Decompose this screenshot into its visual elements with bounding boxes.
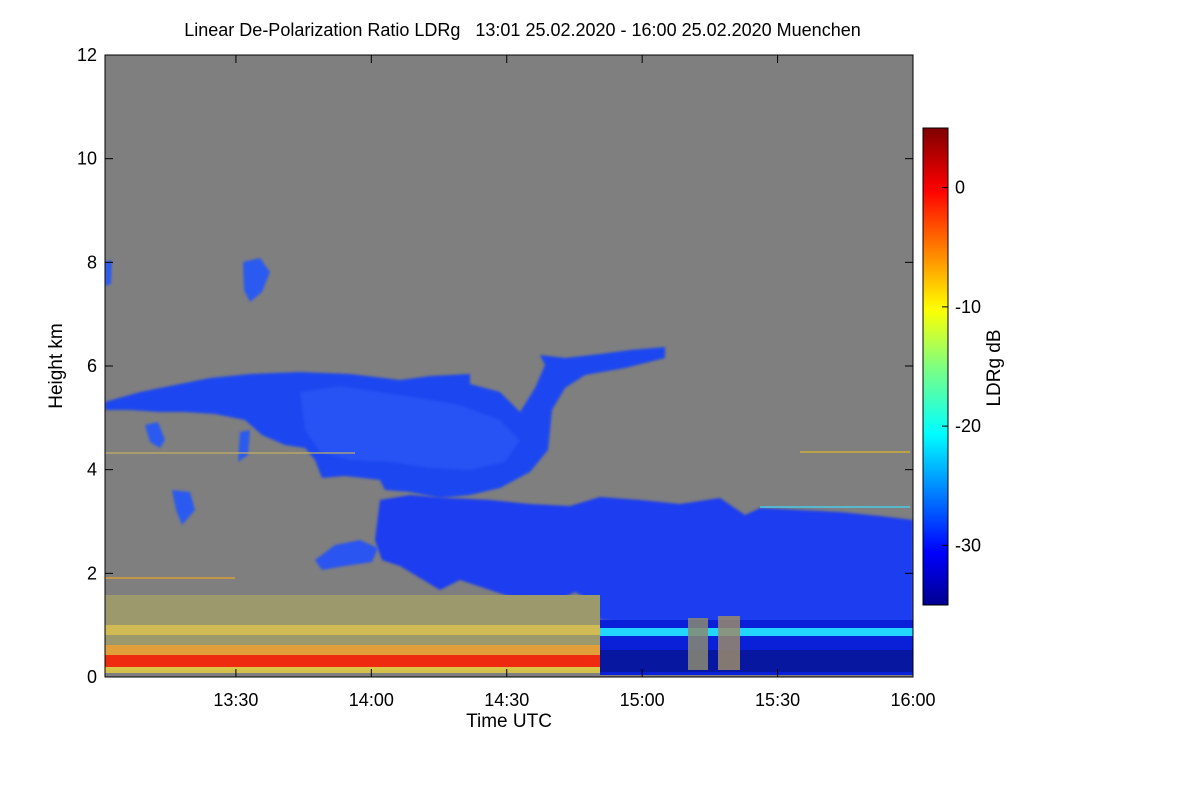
- mid-cloud-inner: [300, 386, 520, 470]
- cloud-wisp: [243, 258, 270, 302]
- x-axis-label: Time UTC: [466, 711, 552, 732]
- artefact-line: [760, 506, 910, 508]
- melting-layer-cyan: [600, 628, 913, 636]
- aerosol-band-yellow: [105, 625, 600, 635]
- aerosol-band-yellow-low: [105, 667, 600, 673]
- y-tick-label: 0: [87, 667, 97, 687]
- x-tick-label: 13:30: [213, 690, 258, 710]
- heatmap-features: [105, 258, 913, 675]
- colorbar: [922, 127, 949, 606]
- aerosol-band-orange: [105, 645, 600, 655]
- x-tick-label: 15:30: [755, 690, 800, 710]
- precip-dark-band: [600, 650, 913, 672]
- colorbar-label: LDRg dB: [984, 329, 1005, 406]
- cloud-wisp: [105, 260, 112, 286]
- colorbar-tick-label: -10: [955, 297, 981, 317]
- chart-title: Linear De-Polarization Ratio LDRg 13:01 …: [184, 20, 861, 40]
- precip-mixed-patch: [718, 616, 740, 670]
- precip-mixed-patch: [688, 618, 708, 670]
- artefact-line: [800, 451, 910, 453]
- y-tick-label: 10: [77, 149, 97, 169]
- colorbar-tick-label: -20: [955, 416, 981, 436]
- x-tick-label: 15:00: [620, 690, 665, 710]
- cloud-wisp: [145, 422, 165, 448]
- x-tick-label: 14:00: [349, 690, 394, 710]
- cloud-wisp: [172, 490, 195, 525]
- x-tick-label: 16:00: [890, 690, 935, 710]
- y-tick-label: 8: [87, 252, 97, 272]
- colorbar-ticks: 0 -10 -20 -30: [942, 178, 981, 555]
- y-tick-label: 12: [77, 45, 97, 65]
- x-tick-label: 14:30: [484, 690, 529, 710]
- lower-cloud-band-left: [315, 540, 378, 570]
- artefact-line: [105, 577, 235, 579]
- y-tick-label: 6: [87, 356, 97, 376]
- colorbar-tick-label: 0: [955, 178, 965, 198]
- artefact-line: [105, 452, 355, 454]
- y-tick-label: 2: [87, 563, 97, 583]
- y-axis: 0 2 4 6 8 10 12: [77, 45, 913, 687]
- y-axis-label: Height km: [46, 323, 67, 409]
- x-axis: 13:30 14:00 14:30 15:00 15:30 16:00: [213, 55, 936, 710]
- y-tick-label: 4: [87, 460, 97, 480]
- lower-cloud-band: [375, 495, 913, 645]
- aerosol-band-red: [105, 655, 600, 667]
- colorbar-tick-label: -30: [955, 535, 981, 555]
